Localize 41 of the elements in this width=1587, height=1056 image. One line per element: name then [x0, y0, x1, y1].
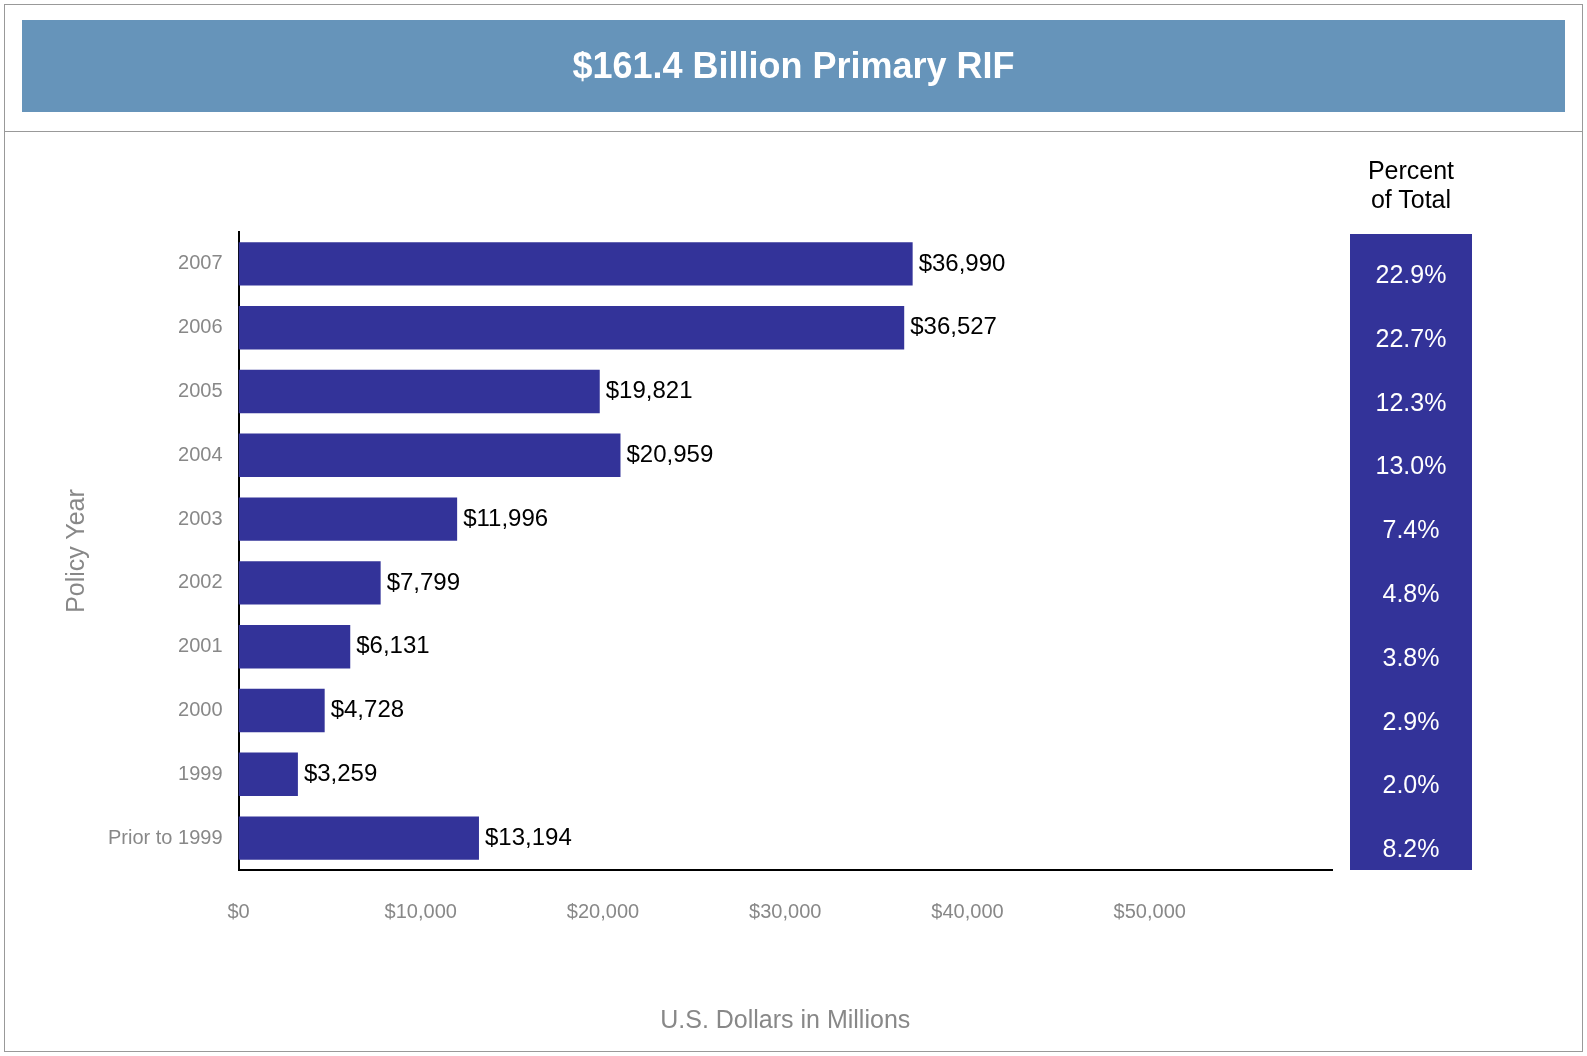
y-tick-label: 2007: [178, 251, 223, 274]
y-tick-label: 2000: [178, 698, 223, 721]
bar: [238, 306, 905, 350]
y-tick-label: 2001: [178, 634, 223, 657]
table-column: 22.9% 22.7% 12.3% 13.0% 7.4% 4.8% 3.8% 2.9% 2.0% 8.2%: [1350, 234, 1472, 870]
chart-title: $161.4 Billion Primary RIF: [22, 20, 1565, 112]
y-tick-label: 2003: [178, 506, 223, 529]
y-tick-label: 2005: [178, 379, 223, 402]
data-label: $4,728: [330, 695, 405, 723]
y-tick-label: 2004: [178, 442, 223, 465]
bar: [238, 561, 381, 605]
bar: [238, 688, 325, 733]
data-label: $36,527: [910, 312, 997, 340]
bar: [238, 816, 479, 860]
text: Percent of Total: [1366, 156, 1456, 214]
bar: [238, 752, 298, 796]
data-label: $13,194: [484, 822, 572, 850]
bar: [238, 242, 913, 286]
data-label: $6,131: [356, 631, 430, 659]
y-tick-label: 2002: [178, 570, 223, 593]
bar: [238, 433, 621, 477]
y-axis-title: Policy Year: [60, 489, 89, 613]
x-tick-label: $10,000: [384, 899, 457, 922]
data-label: $11,996: [463, 503, 549, 531]
x-tick-label: $40,000: [931, 899, 1004, 922]
data-label: $3,259: [303, 758, 378, 786]
y-tick-label: 1999: [178, 761, 223, 784]
data-label: $20,959: [626, 439, 714, 467]
data-label: $7,799: [386, 567, 461, 595]
data-label: $19,821: [605, 376, 693, 404]
data-label: $36,990: [918, 248, 1006, 276]
y-tick-label: Prior to 1999: [108, 825, 223, 848]
x-tick-label: $0: [227, 899, 250, 922]
bar: [238, 625, 351, 669]
bar: [238, 497, 458, 541]
x-tick-label: $30,000: [749, 899, 822, 922]
y-tick-label: 2006: [178, 315, 223, 338]
x-tick-label: $50,000: [1113, 899, 1186, 922]
x-tick-label: $20,000: [566, 899, 640, 922]
x-axis-title: U.S. Dollars in Millions: [660, 1004, 911, 1033]
bar: [238, 369, 600, 414]
